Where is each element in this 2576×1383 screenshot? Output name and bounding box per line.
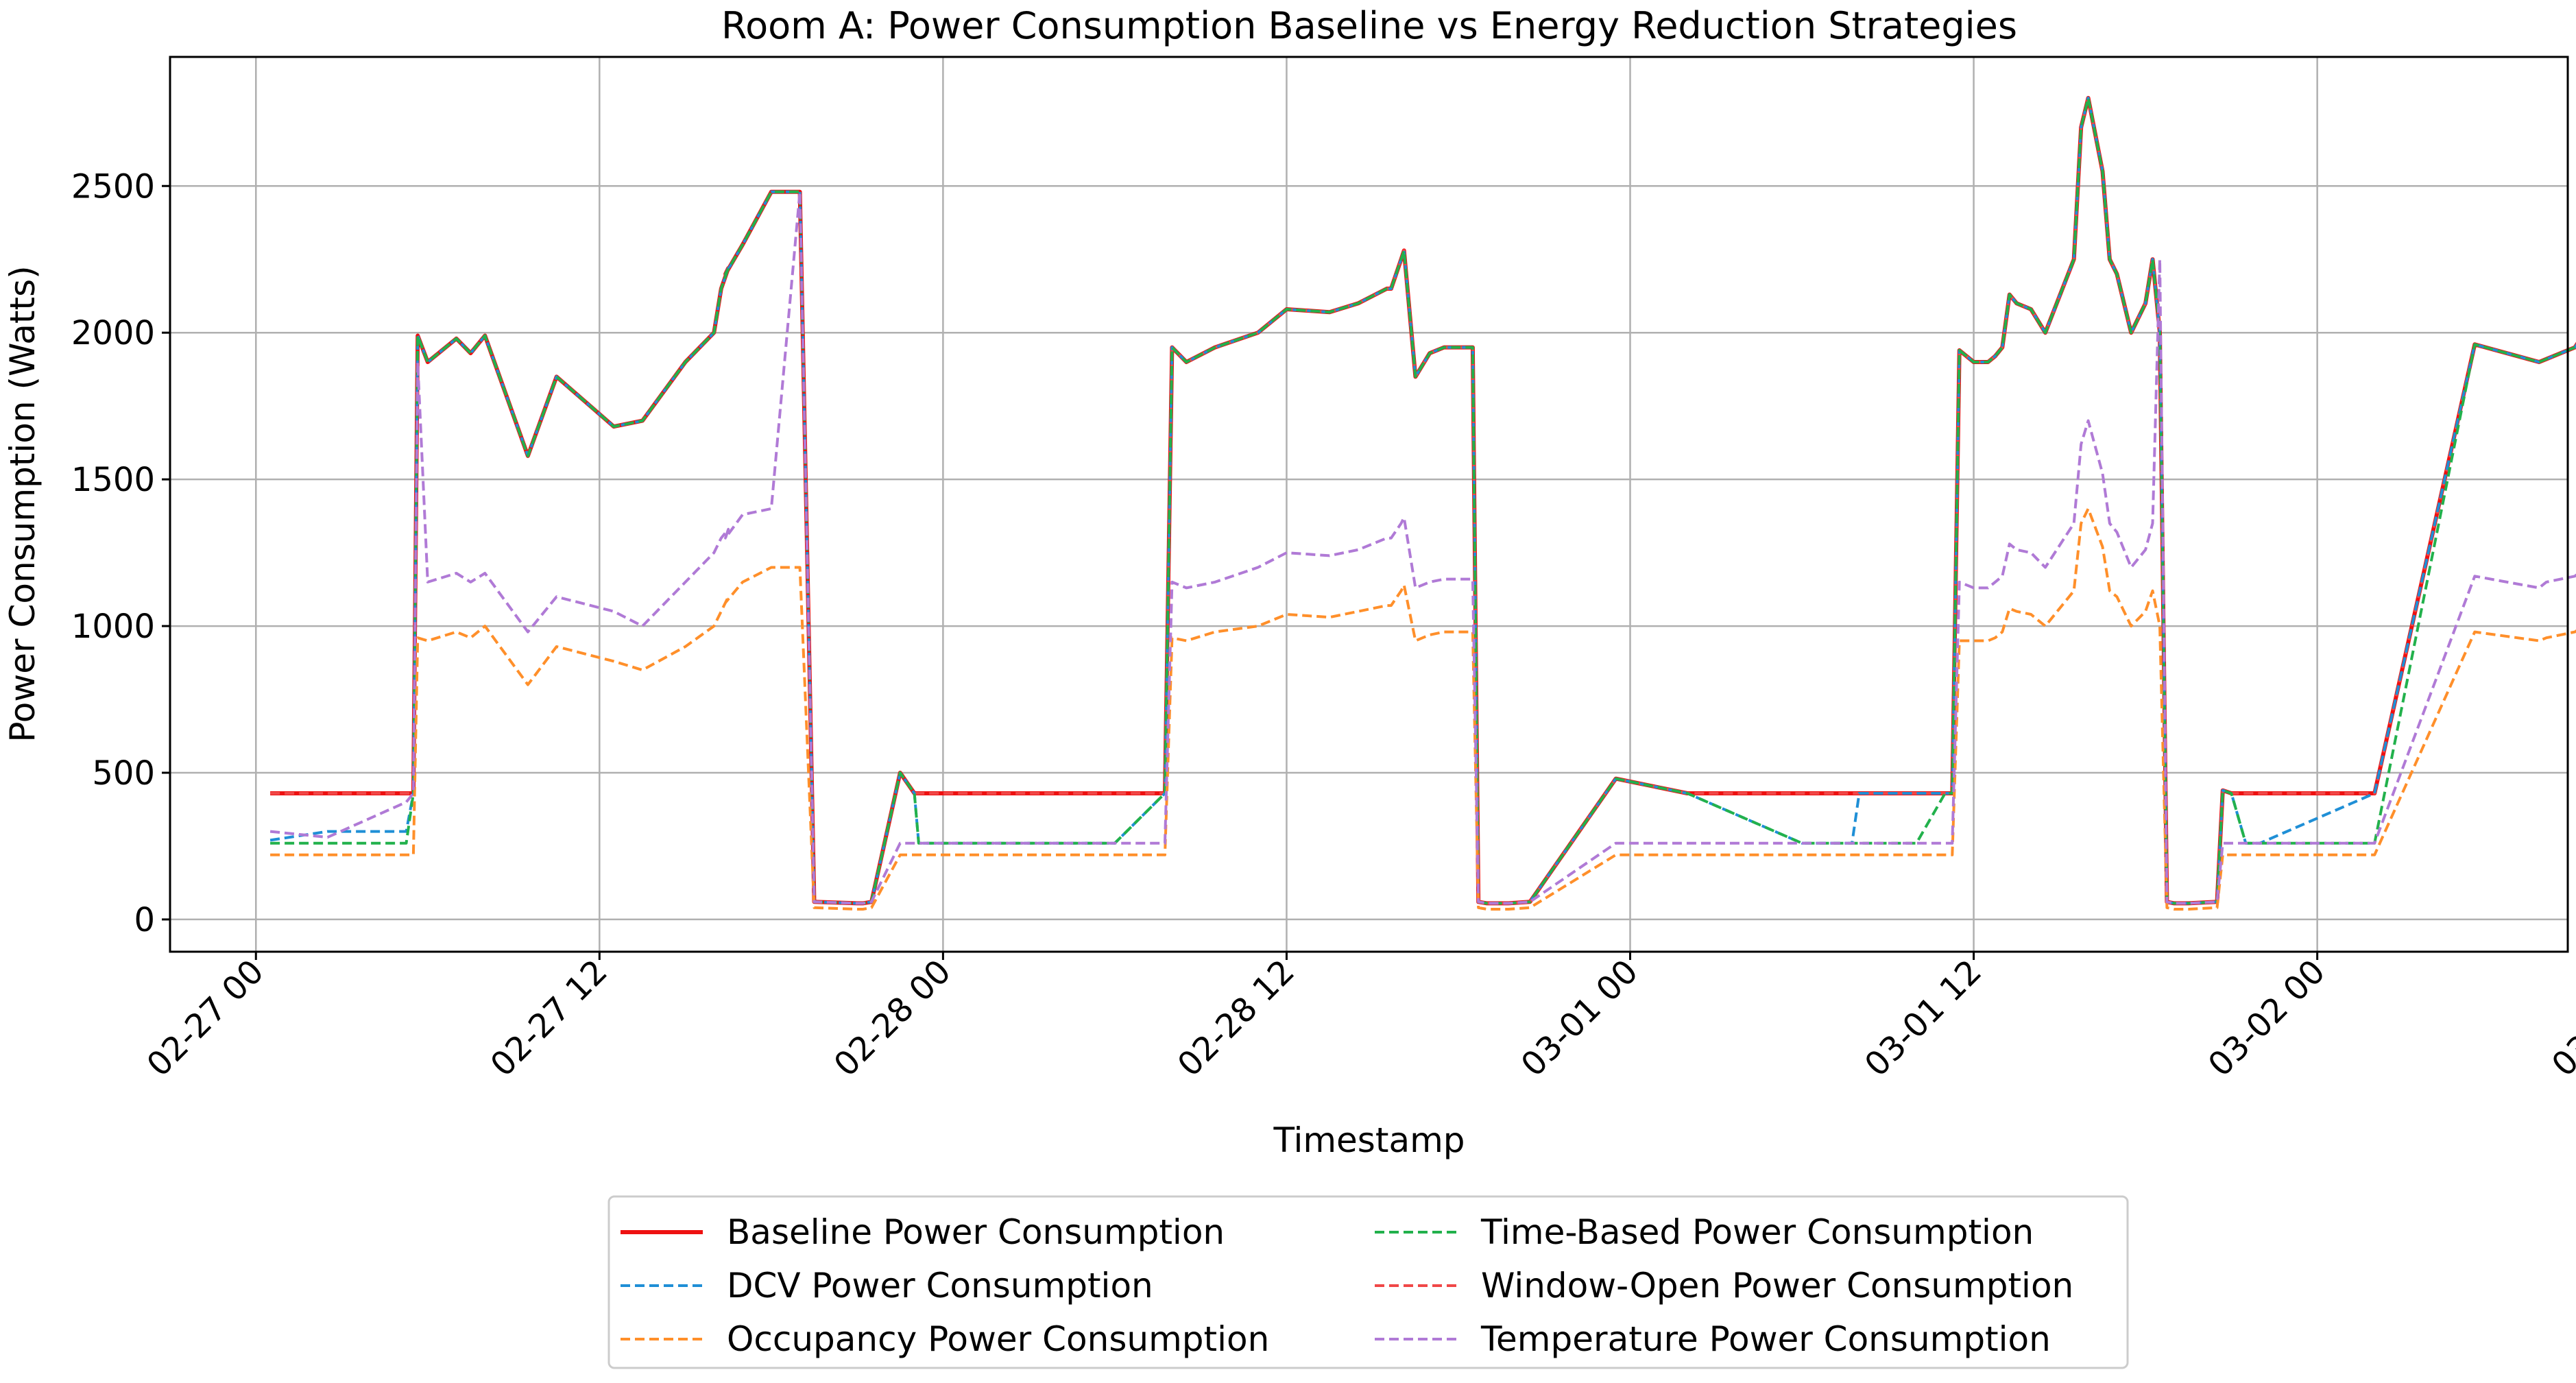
x-tick-label-7: 03-02 12 <box>2544 952 2576 1084</box>
legend-label-3: Time-Based Power Consumption <box>1480 1212 2034 1252</box>
series-line-dcv-power-consumption <box>269 96 2576 905</box>
y-tick-label-5: 2500 <box>71 167 155 206</box>
y-tick-label-2: 1000 <box>71 608 155 646</box>
chart-title: Room A: Power Consumption Baseline vs En… <box>721 4 2017 47</box>
series-line-temperature-power-consumption <box>269 190 2576 905</box>
legend-label-2: Occupancy Power Consumption <box>727 1319 1269 1359</box>
y-tick-label-4: 2000 <box>71 314 155 352</box>
y-axis-ticks: 0 500 1000 1500 2000 2500 <box>71 167 170 939</box>
legend-frame <box>607 1195 2129 1369</box>
series-line-time-based-power-consumption <box>270 96 2576 905</box>
x-tick-label-1: 02-27 12 <box>483 952 615 1084</box>
x-tick-label-3: 02-28 12 <box>1170 952 1302 1084</box>
legend-label-5: Temperature Power Consumption <box>1480 1319 2051 1359</box>
x-tick-label-6: 03-02 00 <box>2201 952 2333 1084</box>
legend: Baseline Power Consumption DCV Power Cons… <box>607 1195 2129 1369</box>
grid-lines <box>170 57 2568 952</box>
y-tick-label-3: 1500 <box>71 461 155 499</box>
x-axis-label: Timestamp <box>1273 1120 1465 1160</box>
legend-label-4: Window-Open Power Consumption <box>1481 1266 2073 1306</box>
y-tick-label-1: 500 <box>92 754 155 793</box>
legend-label-0: Baseline Power Consumption <box>727 1212 1225 1252</box>
series-line-occupancy-power-consumption <box>270 507 2576 911</box>
x-axis-ticks: 02-27 00 02-27 12 02-28 00 02-28 12 03-01 00… <box>140 952 2576 1084</box>
x-tick-label-4: 03-01 00 <box>1514 952 1646 1084</box>
y-axis-label: Power Consumption (Watts) <box>3 265 43 742</box>
x-tick-label-5: 03-01 12 <box>1857 952 1989 1084</box>
y-tick-label-0: 0 <box>134 901 155 939</box>
x-tick-label-2: 02-28 00 <box>827 952 959 1084</box>
series-line-baseline-power-consumption <box>270 95 2576 906</box>
series-line-window-open-power-consumption <box>270 96 2576 905</box>
x-tick-label-0: 02-27 00 <box>140 952 272 1084</box>
plot-frame <box>169 56 2569 953</box>
series-lines <box>269 95 2576 911</box>
legend-label-1: DCV Power Consumption <box>727 1266 1153 1306</box>
